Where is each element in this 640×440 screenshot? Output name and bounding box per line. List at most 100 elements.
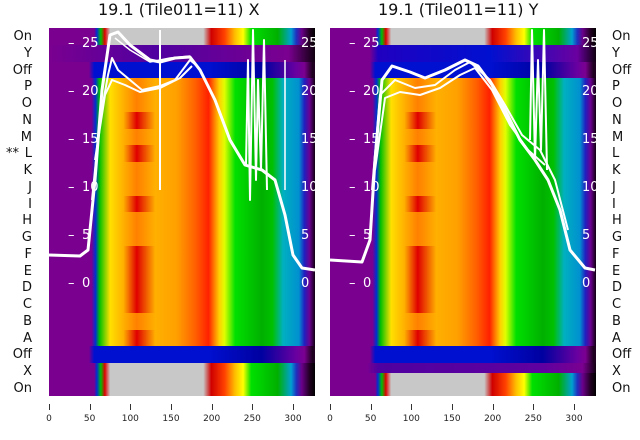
- left-row-label: Y: [24, 45, 32, 61]
- left-row-label: H: [22, 213, 32, 229]
- right-row-label: D: [612, 280, 623, 296]
- y-tick-mark: –: [68, 276, 75, 291]
- heatmap-row-on: [330, 379, 596, 396]
- y-tick-label: 15: [363, 132, 380, 147]
- right-row-label: G: [612, 230, 623, 245]
- heatmap-row-x: [330, 363, 596, 373]
- x-tick-mark: [49, 404, 50, 410]
- left-row-label: A: [23, 330, 32, 346]
- y-tick-mark: –: [68, 132, 75, 147]
- y-tick-label-right: 10: [582, 180, 599, 195]
- left-row-label: J: [28, 179, 32, 195]
- x-tick-label: 50: [364, 414, 377, 424]
- right-row-label: On: [612, 380, 631, 396]
- left-row-label: On: [13, 380, 32, 396]
- x-tick-label: 200: [484, 414, 502, 424]
- y-tick-label: 20: [82, 84, 99, 99]
- y-tick-mark: –: [68, 228, 75, 243]
- right-spikes: [529, 29, 548, 171]
- x-tick-mark: [573, 404, 575, 410]
- heatmap-row-off: [330, 346, 596, 364]
- heatmap-row-p: [330, 78, 596, 96]
- left-row-label: I: [28, 196, 32, 212]
- left-curve-3: [94, 65, 193, 161]
- right-curve-3: [374, 67, 546, 171]
- x-tick-mark: [292, 404, 294, 410]
- heatmap-row-x: [49, 363, 315, 380]
- y-tick-label: 25: [82, 36, 99, 51]
- x-tick-label: 100: [402, 414, 420, 424]
- y-tick-label-right: 25: [582, 36, 599, 51]
- right-row-label: Y: [612, 45, 620, 61]
- x-tick-label: 300: [565, 414, 583, 424]
- left-row-label: K: [23, 163, 32, 178]
- right-row-label: I: [612, 196, 616, 212]
- y-tick-label: 0: [82, 276, 91, 291]
- heatmap-row-e: [330, 262, 596, 280]
- y-tick-label: 25: [363, 36, 380, 51]
- heatmap-row-j: [49, 178, 315, 196]
- y-tick-label: 15: [82, 132, 99, 147]
- y-tick-label-right: 20: [582, 84, 599, 99]
- y-tick-label: 5: [82, 228, 91, 243]
- heatmap-row-h: [49, 212, 315, 230]
- left-row-label: N: [22, 112, 32, 128]
- x-tick-mark: [533, 404, 535, 410]
- y-tick-label: 5: [363, 228, 372, 243]
- right-row-label: P: [612, 79, 620, 95]
- left-row-label: F: [24, 246, 32, 262]
- right-row-label: B: [612, 313, 621, 329]
- heatmap-row-f: [330, 245, 596, 263]
- heatmap-row-off: [49, 346, 315, 364]
- y-tick-mark: –: [68, 84, 75, 99]
- y-tick-label: 10: [363, 180, 380, 195]
- y-tick-mark: –: [349, 84, 356, 99]
- y-tick-label-right: 5: [582, 228, 591, 243]
- right-row-label: F: [612, 246, 620, 262]
- y-tick-label: 0: [363, 276, 372, 291]
- x-tick-label: 0: [46, 414, 52, 424]
- right-heatmap: [330, 28, 596, 396]
- x-tick-label: 150: [443, 414, 461, 424]
- x-tick-label: 300: [284, 414, 302, 424]
- right-row-label: J: [612, 179, 616, 195]
- right-row-label: M: [612, 129, 624, 145]
- left-row-label: P: [24, 79, 32, 95]
- x-tick-mark: [370, 404, 372, 410]
- x-tick-label: 100: [121, 414, 139, 424]
- x-tick-mark: [211, 404, 213, 410]
- heatmap-row-e: [49, 262, 315, 280]
- heatmap-row-f: [49, 245, 315, 263]
- heatmap-row-b: [330, 312, 596, 330]
- right-row-label: L: [612, 146, 620, 162]
- right-row-label: K: [612, 163, 621, 178]
- y-tick-label-right: 5: [301, 228, 310, 243]
- heatmap-row-l: [330, 145, 596, 163]
- heatmap-row-on: [49, 379, 315, 396]
- y-tick-label-right: 20: [301, 84, 318, 99]
- right-row-label: C: [612, 297, 622, 312]
- x-tick-label: 200: [203, 414, 221, 424]
- y-tick-label-right: 10: [301, 180, 318, 195]
- left-spikes: [245, 29, 268, 201]
- heatmap-row-y: [49, 44, 315, 62]
- left-row-label: O: [21, 96, 32, 111]
- row-marker: **: [6, 146, 19, 162]
- left-row-label: E: [23, 263, 32, 279]
- x-tick-mark: [170, 404, 172, 410]
- heatmap-row-a: [330, 329, 596, 347]
- y-tick-label-right: 0: [301, 276, 310, 291]
- right-row-label: On: [612, 29, 631, 44]
- y-tick-mark: –: [68, 180, 75, 195]
- heatmap-row-h: [330, 212, 596, 230]
- left-row-label: Off: [12, 62, 32, 78]
- y-tick-label-right: 25: [301, 36, 318, 51]
- right-chart-title: 19.1 (Tile011=11) Y: [378, 0, 539, 19]
- x-tick-mark: [252, 404, 254, 410]
- left-row-label: On: [13, 29, 32, 44]
- left-row-label: G: [21, 230, 32, 245]
- y-tick-mark: –: [349, 228, 356, 243]
- y-tick-label-right: 15: [301, 132, 318, 147]
- heatmap-row-g: [49, 229, 315, 246]
